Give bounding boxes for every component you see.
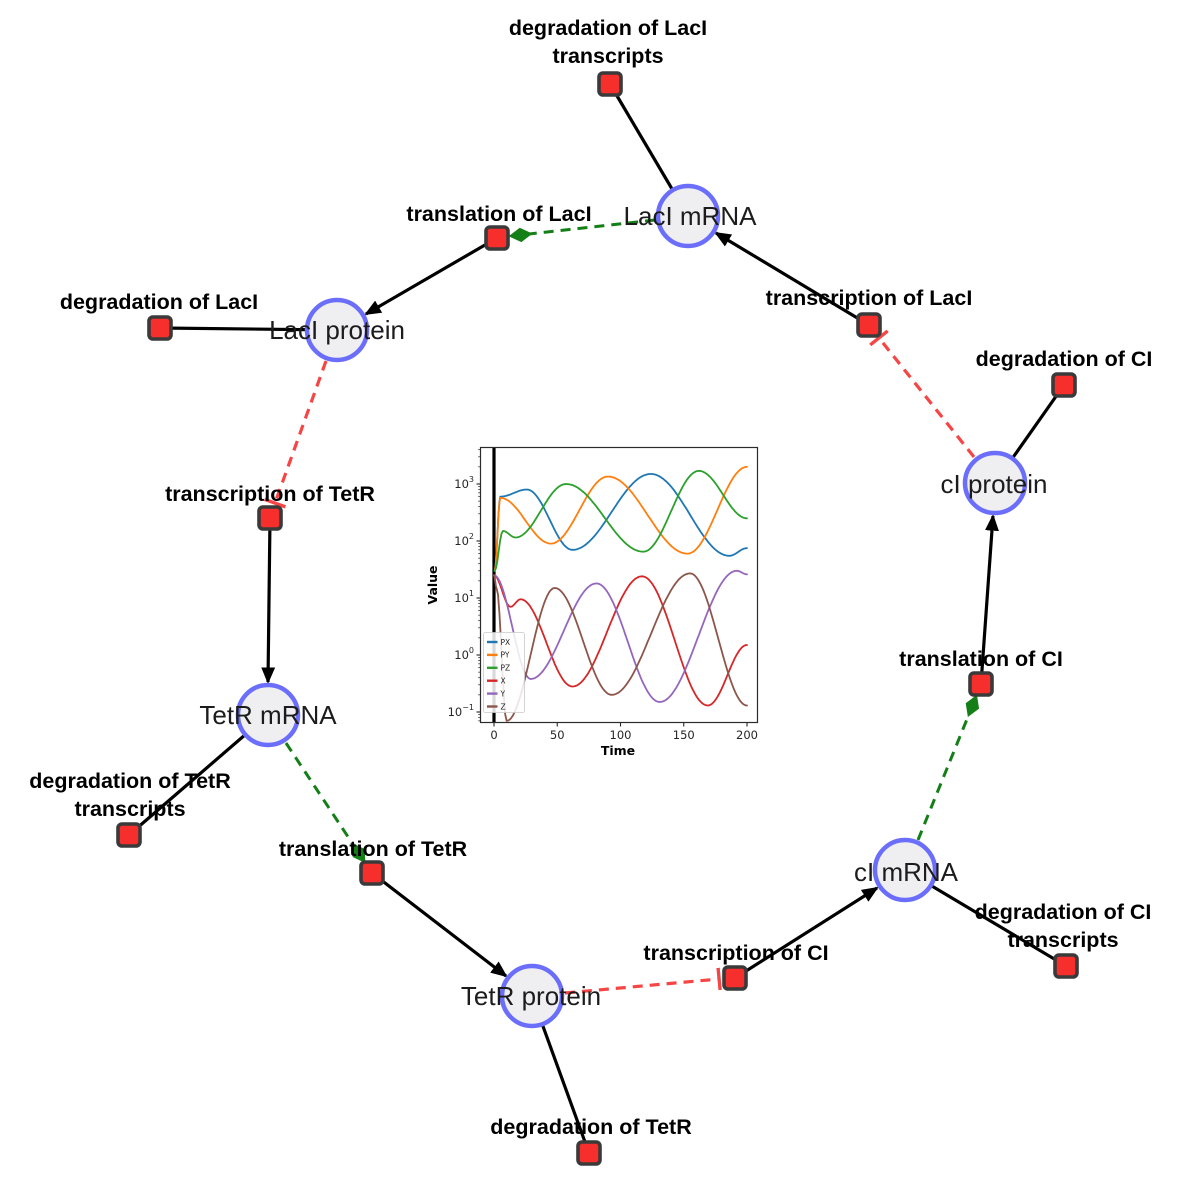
- y-tick-label: 100: [454, 646, 474, 662]
- reaction-node-transcription-ci: [722, 965, 748, 991]
- reaction-label-transcription-tetr: transcription of TetR: [165, 482, 375, 506]
- reaction-node-translation-tetr: [359, 860, 385, 886]
- edge-transcription-tetr-to-tetr-mrna: [261, 517, 276, 684]
- reaction-node-deg-ci: [1051, 372, 1077, 398]
- reaction-label-deg-ci-transcripts-line2: transcripts: [1007, 928, 1118, 952]
- reaction-label-deg-laci-transcripts-line1: degradation of LacI: [509, 16, 707, 40]
- species-node-laci-protein: [304, 297, 370, 363]
- reaction-label-deg-tetr-transcripts-line2: transcripts: [74, 797, 185, 821]
- edge-translation-laci-to-laci-protein: [364, 236, 498, 316]
- legend-label-Y: Y: [500, 689, 506, 698]
- reaction-label-deg-ci: degradation of CI: [976, 347, 1153, 371]
- species-label-tetr-protein: TetR protein: [461, 981, 601, 1011]
- edge-ci-protein-inhibits-transcription-laci: [869, 329, 976, 458]
- reaction-node-deg-laci-transcripts: [597, 71, 623, 97]
- chart-plot-area: [492, 448, 748, 722]
- reaction-label-transcription-ci: transcription of CI: [643, 941, 828, 965]
- chart-ticks: 0 50 100 150 200 10−1 100 101 102 103: [448, 449, 758, 742]
- legend-label-Z: Z: [501, 702, 506, 711]
- species-label-ci-mrna: cI mRNA: [854, 857, 959, 887]
- y-tick-label: 102: [454, 532, 474, 548]
- species-node-tetr-protein: [499, 963, 565, 1029]
- edge-tetr-protein-inhibits-transcription-ci: [564, 967, 722, 995]
- reaction-label-translation-ci: translation of CI: [899, 647, 1063, 671]
- species-node-ci-mrna: [872, 837, 938, 903]
- species-label-tetr-mrna: TetR mRNA: [199, 700, 337, 730]
- x-tick-label: 0: [490, 728, 497, 742]
- series-line-Z: [493, 572, 748, 722]
- series-line-PZ: [493, 469, 748, 572]
- chart-legend: PX PY PZ XYZ: [483, 632, 525, 713]
- reaction-label-translation-tetr: translation of TetR: [279, 837, 468, 861]
- series-line-PX: [493, 473, 748, 572]
- reaction-node-translation-ci: [968, 671, 994, 697]
- reaction-node-deg-tetr-transcripts: [116, 822, 142, 848]
- species-node-layer: [235, 183, 1028, 1029]
- edge-laci-protein-inhibits-transcription-tetr: [263, 360, 328, 509]
- x-tick-label: 200: [736, 728, 758, 742]
- x-tick-label: 50: [550, 728, 565, 742]
- species-label-ci-protein: cI protein: [941, 469, 1048, 499]
- species-label-laci-mrna: LacI mRNA: [624, 201, 758, 231]
- chart-frame: [479, 446, 759, 724]
- reaction-node-translation-laci: [484, 225, 510, 251]
- reaction-node-deg-ci-transcripts: [1053, 953, 1079, 979]
- reaction-label-deg-laci: degradation of LacI: [60, 290, 258, 314]
- reaction-label-deg-tetr: degradation of TetR: [490, 1115, 692, 1139]
- reaction-label-translation-laci: translation of LacI: [406, 202, 591, 226]
- legend-label-PX: PX: [501, 638, 511, 647]
- label-layer: degradation of LacI transcripts translat…: [29, 16, 1152, 1139]
- reaction-label-deg-ci-transcripts-line1: degradation of CI: [975, 900, 1152, 924]
- legend-label-PZ: PZ: [501, 664, 511, 673]
- edge-translation-ci-to-ci-protein: [979, 514, 999, 685]
- y-tick-label: 103: [454, 475, 474, 491]
- edge-transcription-ci-to-ci-mrna: [734, 886, 879, 980]
- reaction-node-transcription-tetr: [257, 505, 283, 531]
- reaction-label-deg-tetr-transcripts-line1: degradation of TetR: [29, 769, 231, 793]
- edge-laci-mrna-to-translation-laci: [508, 218, 656, 243]
- x-tick-label: 150: [673, 728, 695, 742]
- species-node-laci-mrna: [655, 183, 721, 249]
- edge-translation-tetr-to-tetr-protein: [371, 871, 508, 978]
- y-tick-label: 101: [454, 589, 474, 605]
- legend-label-PY: PY: [501, 651, 510, 660]
- reaction-node-deg-tetr: [576, 1140, 602, 1166]
- reaction-node-transcription-laci: [856, 312, 882, 338]
- reaction-node-deg-laci: [147, 315, 173, 341]
- chart-y-axis-label: Value: [425, 565, 440, 604]
- species-node-tetr-mrna: [235, 682, 301, 748]
- legend-label-X: X: [501, 677, 506, 686]
- species-label-laci-protein: LacI protein: [269, 315, 405, 345]
- edge-ci-mrna-to-translation-ci: [916, 694, 980, 841]
- reaction-node-layer: [116, 71, 1079, 1166]
- series-line-Y: [493, 569, 748, 703]
- species-node-ci-protein: [962, 450, 1028, 516]
- x-tick-label: 100: [610, 728, 632, 742]
- edge-transcription-laci-to-laci-mrna: [714, 231, 870, 327]
- reaction-label-deg-laci-transcripts-line2: transcripts: [552, 44, 663, 68]
- chart-x-axis-label: Time: [601, 743, 635, 758]
- series-line-PY: [493, 465, 748, 572]
- edge-tetr-mrna-to-translation-tetr: [284, 742, 366, 864]
- series-line-X: [493, 574, 748, 707]
- reaction-label-transcription-laci: transcription of LacI: [766, 286, 973, 310]
- y-tick-label: 10−1: [448, 703, 474, 719]
